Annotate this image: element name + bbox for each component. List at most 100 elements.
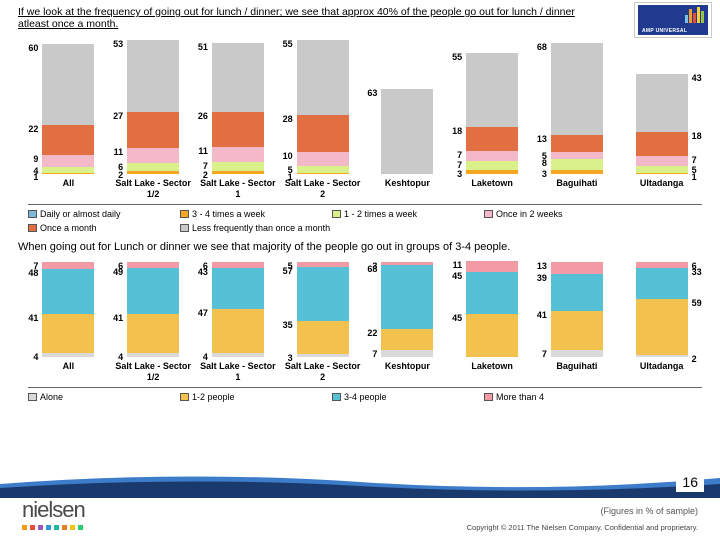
bar-segment: 8 bbox=[551, 159, 603, 170]
stacked-bar: 63 bbox=[381, 34, 433, 174]
bar-segment: 49 bbox=[127, 268, 179, 315]
bar-segment: 48 bbox=[42, 269, 94, 315]
frequency-legend: Daily or almost daily3 - 4 times a week1… bbox=[28, 204, 702, 237]
bar-segment: 4 bbox=[127, 353, 179, 357]
bar-segment: 26 bbox=[212, 112, 264, 147]
legend-label: Once a month bbox=[40, 223, 97, 233]
segment-value: 3 bbox=[359, 262, 377, 271]
stacked-bar: 1571843 bbox=[636, 34, 688, 174]
legend-swatch bbox=[180, 210, 189, 218]
bar-segment: 45 bbox=[466, 272, 518, 315]
segment-value: 4 bbox=[20, 167, 38, 176]
nielsen-dot bbox=[70, 525, 75, 530]
nielsen-dot bbox=[38, 525, 43, 530]
segment-value: 11 bbox=[190, 147, 208, 156]
nielsen-dot bbox=[46, 525, 51, 530]
segment-value: 63 bbox=[359, 89, 377, 98]
bar-segment: 11 bbox=[466, 261, 518, 271]
bar-segment: 55 bbox=[297, 40, 349, 114]
segment-value: 27 bbox=[105, 112, 123, 121]
brand-logo: AMP UNIVERSAL bbox=[634, 2, 712, 38]
segment-value: 45 bbox=[444, 272, 462, 281]
category-label: Salt Lake - Sector 2 bbox=[282, 178, 363, 200]
second-paragraph: When going out for Lunch or dinner we se… bbox=[0, 237, 720, 255]
chart-column: 722683Keshtopur bbox=[367, 257, 448, 383]
stacked-bar: 1492260 bbox=[42, 34, 94, 174]
chart-column: 27112651Salt Lake - Sector 1 bbox=[198, 34, 279, 200]
bar-segment: 35 bbox=[297, 321, 349, 354]
bar-segment: 2 bbox=[127, 171, 179, 174]
segment-value: 6 bbox=[692, 262, 710, 271]
bar-segment: 45 bbox=[466, 314, 518, 357]
bar-segment: 27 bbox=[127, 112, 179, 148]
legend-item: Once a month bbox=[28, 223, 168, 233]
bar-segment: 4 bbox=[42, 167, 94, 172]
segment-value: 45 bbox=[444, 314, 462, 323]
segment-value: 4 bbox=[190, 353, 208, 362]
legend-label: Alone bbox=[40, 392, 63, 402]
chart-column: 3771855Laketown bbox=[452, 34, 533, 200]
stacked-bar: 3851368 bbox=[551, 34, 603, 174]
copyright-text: Copyright © 2011 The Nielsen Company. Co… bbox=[467, 523, 698, 532]
chart-column: 1571843 Ultadanga bbox=[621, 34, 702, 200]
bar-segment: 18 bbox=[636, 132, 688, 156]
segment-value: 35 bbox=[275, 321, 293, 330]
segment-value: 3 bbox=[444, 170, 462, 179]
bar-segment: 41 bbox=[551, 311, 603, 350]
bar-segment: 6 bbox=[127, 163, 179, 171]
legend-swatch bbox=[484, 210, 493, 218]
stacked-bar: 7413913 bbox=[551, 257, 603, 357]
legend-swatch bbox=[332, 210, 341, 218]
bar-segment: 7 bbox=[42, 262, 94, 269]
bar-segment: 5 bbox=[297, 166, 349, 173]
segment-value: 7 bbox=[692, 156, 710, 165]
category-label: Ultadanga bbox=[640, 178, 684, 200]
stacked-bar: 26112753 bbox=[127, 34, 179, 174]
segment-value: 6 bbox=[105, 262, 123, 271]
bar-segment: 33 bbox=[636, 268, 688, 299]
bar-segment: 47 bbox=[212, 309, 264, 354]
stacked-bar: 454511 bbox=[466, 257, 518, 357]
footer-wave bbox=[0, 470, 720, 498]
category-label: Ultadanga bbox=[640, 361, 684, 383]
nielsen-dot bbox=[22, 525, 27, 530]
category-label: Salt Lake - Sector 1 bbox=[198, 361, 279, 383]
bar-segment: 59 bbox=[636, 299, 688, 355]
segment-value: 10 bbox=[275, 152, 293, 161]
segment-value: 6 bbox=[190, 262, 208, 271]
chart-column: 441496Salt Lake - Sector 1/2 bbox=[113, 257, 194, 383]
segment-value: 7 bbox=[20, 262, 38, 271]
group-size-legend: Alone1-2 people3-4 peopleMore than 4 bbox=[28, 387, 702, 406]
legend-label: 1 - 2 times a week bbox=[344, 209, 417, 219]
bar-segment: 7 bbox=[212, 162, 264, 171]
segment-value: 2 bbox=[190, 171, 208, 180]
segment-value: 28 bbox=[275, 115, 293, 124]
segment-value: 13 bbox=[529, 262, 547, 271]
category-label: Laketown bbox=[471, 178, 513, 200]
segment-value: 7 bbox=[359, 350, 377, 359]
segment-value: 6 bbox=[105, 163, 123, 172]
bar-segment: 7 bbox=[466, 161, 518, 170]
segment-value: 51 bbox=[190, 43, 208, 52]
category-label: Baguihati bbox=[556, 361, 597, 383]
bar-segment: 6 bbox=[127, 262, 179, 268]
bar-segment: 41 bbox=[42, 314, 94, 353]
category-label: All bbox=[63, 361, 75, 383]
stacked-bar: 335575 bbox=[297, 257, 349, 357]
segment-value: 5 bbox=[275, 166, 293, 175]
bar-segment: 7 bbox=[466, 151, 518, 160]
intro-paragraph: If we look at the frequency of going out… bbox=[0, 0, 600, 32]
bar-segment: 63 bbox=[381, 89, 433, 174]
segment-value: 26 bbox=[190, 112, 208, 121]
bar-segment: 39 bbox=[551, 274, 603, 311]
stacked-bar: 441487 bbox=[42, 257, 94, 357]
category-label: Salt Lake - Sector 1/2 bbox=[113, 178, 194, 200]
bar-segment: 13 bbox=[551, 135, 603, 153]
bar-segment: 68 bbox=[551, 43, 603, 135]
segment-value: 7 bbox=[190, 162, 208, 171]
segment-value: 13 bbox=[529, 135, 547, 144]
legend-swatch bbox=[28, 224, 37, 232]
chart-column: 63Keshtopur bbox=[367, 34, 448, 200]
chart2-container: 441487All441496Salt Lake - Sector 1/2447… bbox=[0, 255, 720, 406]
logo-bars bbox=[685, 7, 704, 23]
